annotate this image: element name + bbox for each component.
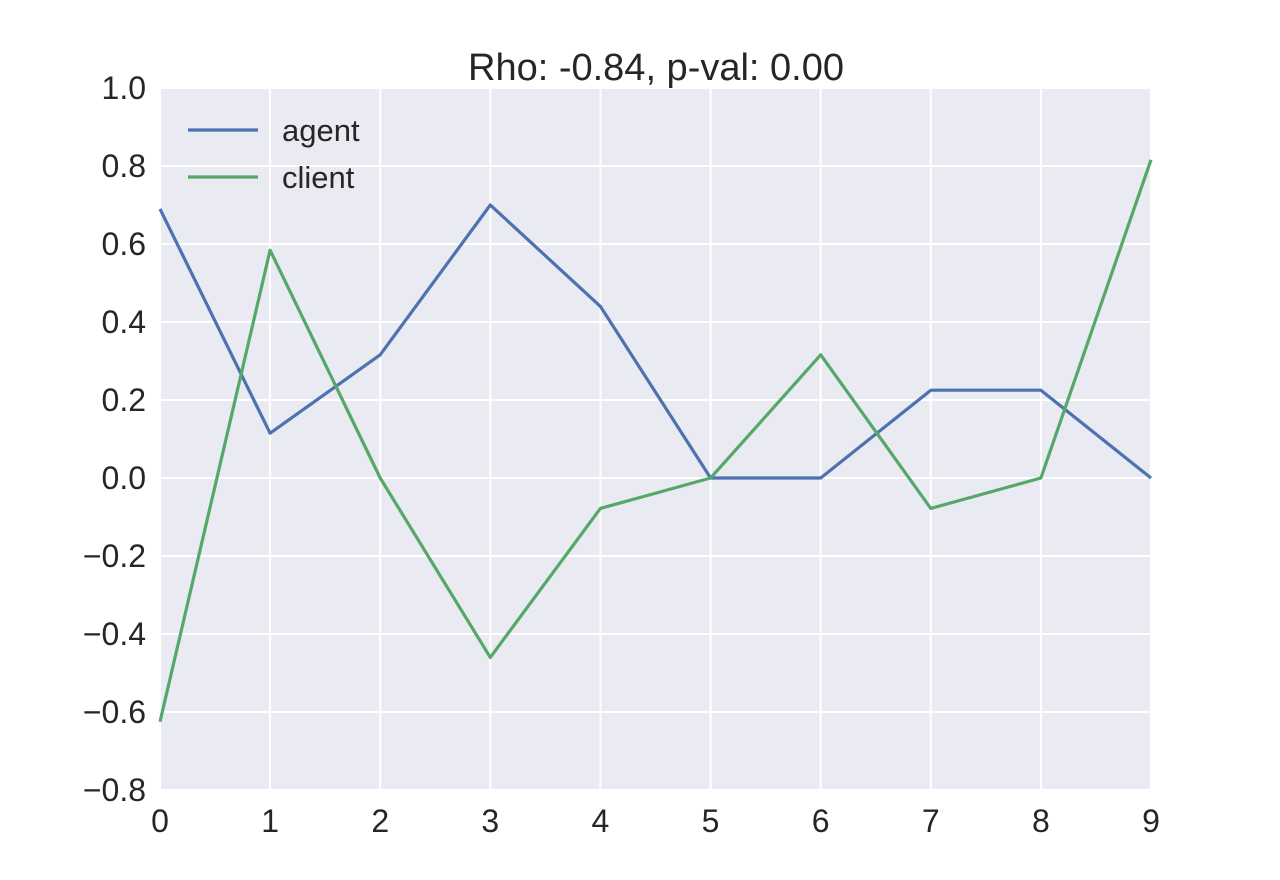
y-tick-label: 0.6	[102, 226, 146, 262]
legend-label-client: client	[282, 160, 355, 195]
x-axis-ticks: 0 1 2 3 4 5 6 7 8 9	[151, 803, 1160, 839]
series-line-client	[158, 159, 1153, 723]
x-tick-label: 5	[702, 803, 720, 839]
x-tick-label: 6	[812, 803, 830, 839]
series-lines	[158, 159, 1153, 723]
y-tick-label: −0.4	[83, 616, 146, 652]
y-tick-label: −0.8	[83, 772, 146, 808]
x-tick-label: 0	[151, 803, 169, 839]
x-tick-label: 9	[1142, 803, 1160, 839]
y-tick-label: 0.0	[102, 460, 146, 496]
x-tick-label: 1	[261, 803, 279, 839]
x-tick-label: 8	[1032, 803, 1050, 839]
x-tick-label: 4	[592, 803, 610, 839]
series-line-agent	[158, 203, 1152, 480]
y-axis-ticks: −0.8 −0.6 −0.4 −0.2 0.0 0.2 0.4 0.6 0.8 1.0	[83, 70, 146, 808]
legend: agent client	[188, 113, 360, 195]
y-tick-label: −0.6	[83, 694, 146, 730]
y-tick-label: 0.4	[102, 304, 146, 340]
y-tick-label: 0.8	[102, 148, 146, 184]
chart-title: Rho: -0.84, p-val: 0.00	[468, 47, 844, 89]
y-tick-label: 0.2	[102, 382, 146, 418]
plot-area	[160, 88, 1151, 790]
y-tick-label: −0.2	[83, 538, 146, 574]
grid-lines	[159, 87, 1152, 791]
legend-label-agent: agent	[282, 113, 360, 148]
y-tick-label: 1.0	[102, 70, 146, 106]
x-tick-label: 2	[371, 803, 389, 839]
x-tick-label: 7	[922, 803, 940, 839]
x-tick-label: 3	[481, 803, 499, 839]
